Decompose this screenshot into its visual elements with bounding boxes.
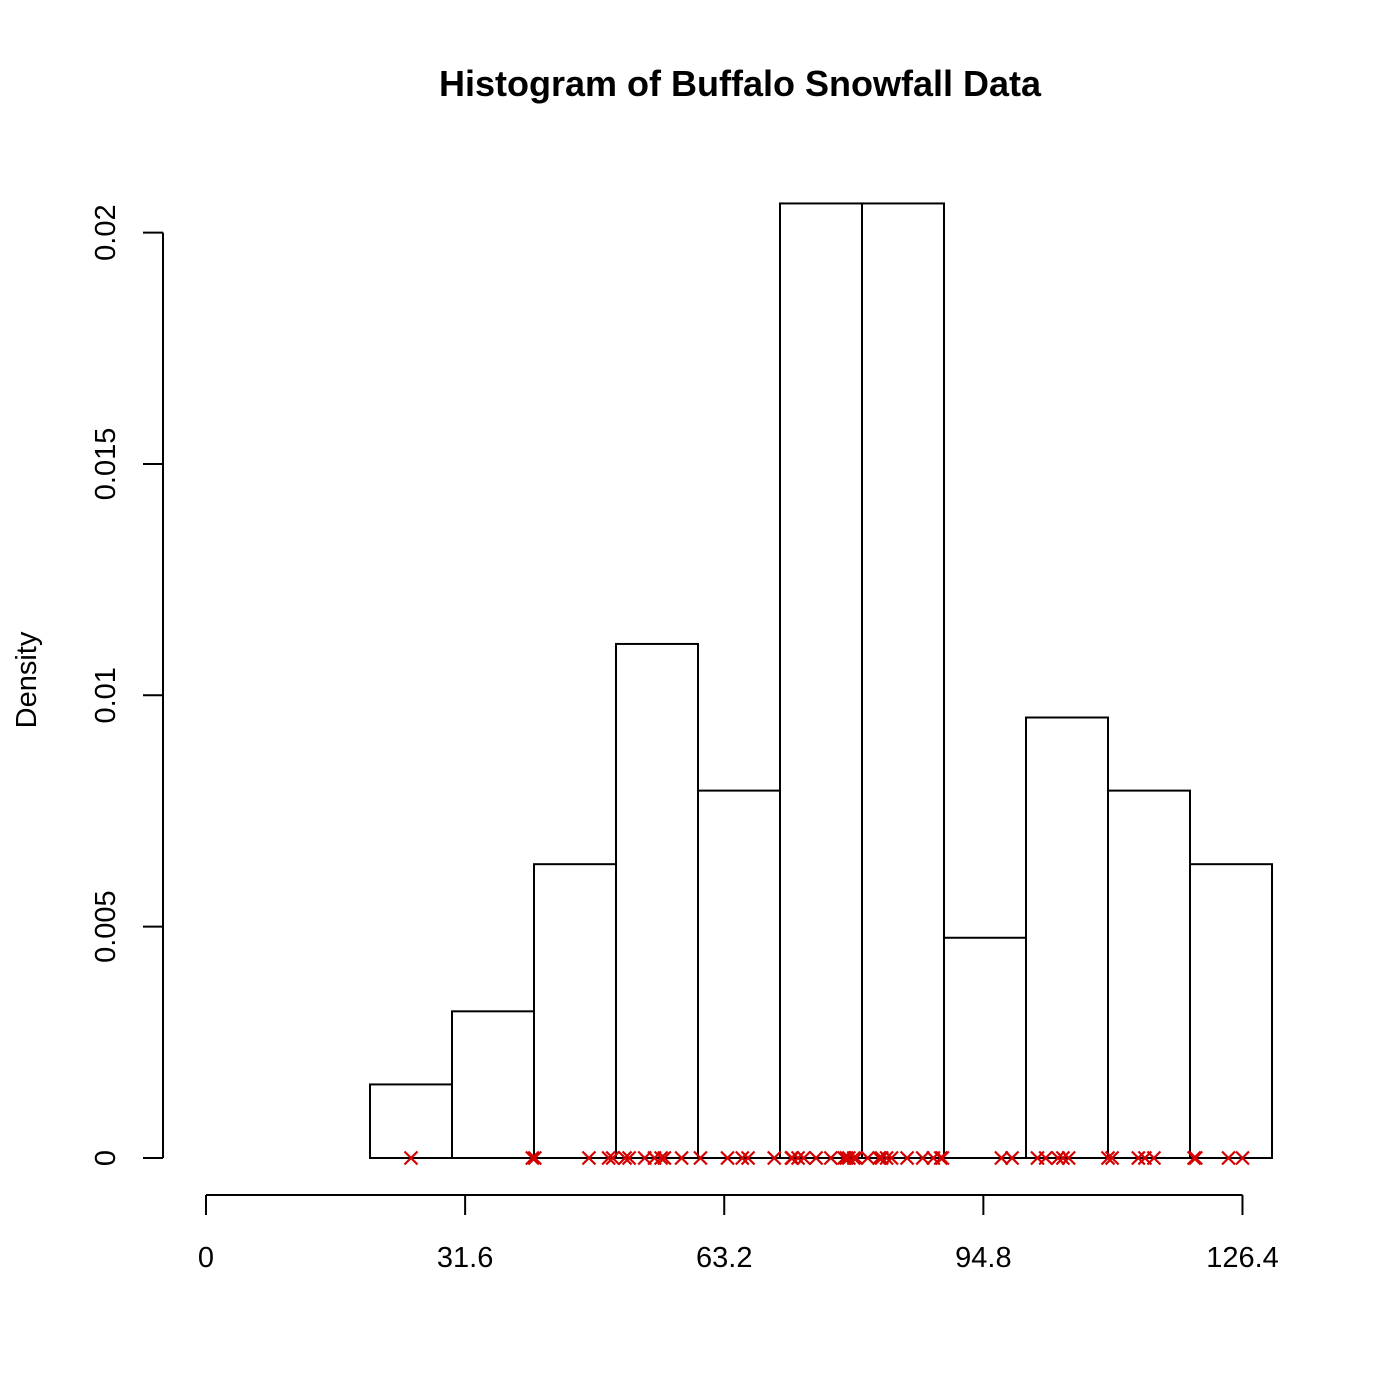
chart-title: Histogram of Buffalo Snowfall Data (439, 63, 1042, 104)
rug-x-mark (605, 1150, 620, 1166)
rug-x-mark (1188, 1150, 1204, 1166)
rug-x-mark (581, 1150, 597, 1166)
rug-x-mark (846, 1150, 862, 1166)
rug-x-mark (766, 1150, 782, 1166)
histogram-bar (451, 1010, 535, 1159)
rug-x-mark (879, 1150, 894, 1166)
rug-x-mark (1146, 1150, 1162, 1166)
rug-x-mark (601, 1150, 616, 1166)
rug-x-mark (735, 1150, 750, 1166)
rug-x-mark (740, 1150, 756, 1166)
rug-x-mark (848, 1150, 864, 1166)
y-tick-label: 0 (90, 1150, 122, 1166)
rug-x-mark (915, 1150, 930, 1166)
x-axis: 0 31.6 63.2 94.8 126.4 (198, 1194, 1279, 1274)
rug-x-mark (1004, 1150, 1020, 1166)
rug-x-mark (657, 1150, 672, 1166)
rug-x-mark (403, 1150, 419, 1166)
histogram-bar (697, 789, 781, 1159)
y-tick-label: 0.02 (90, 204, 122, 260)
rug-x-mark (785, 1150, 800, 1166)
histogram-bar (1107, 789, 1191, 1159)
rug-x-mark (1131, 1150, 1146, 1166)
rug-x-mark (621, 1150, 637, 1166)
rug-x-mark (693, 1150, 708, 1166)
histogram-bar (1025, 716, 1109, 1159)
rug-x-mark (1050, 1150, 1066, 1166)
y-axis: 0 0.005 0.01 0.015 0.02 (90, 204, 164, 1166)
y-tick-label: 0.005 (90, 890, 122, 963)
rug-x-mark (899, 1150, 915, 1166)
rug-x-mark (1186, 1150, 1202, 1166)
y-axis-label: Density (11, 631, 43, 728)
rug-x-mark (808, 1150, 824, 1166)
rug-x-mark (935, 1150, 950, 1166)
rug-x-mark (1100, 1150, 1116, 1166)
y-tick-label: 0.015 (90, 428, 122, 501)
x-tick-label: 31.6 (437, 1242, 493, 1274)
rug-x-mark (933, 1150, 948, 1166)
rug-x-mark (823, 1150, 839, 1166)
rug-x-mark (1055, 1150, 1071, 1166)
rug-x-mark (994, 1150, 1009, 1166)
rug-x-mark (1038, 1150, 1053, 1166)
x-tick-label: 94.8 (955, 1242, 1011, 1274)
rug-x-mark (1235, 1150, 1250, 1166)
rug-x-mark (796, 1150, 812, 1166)
x-tick-label: 126.4 (1206, 1242, 1279, 1274)
rug-x-mark (790, 1150, 806, 1166)
rug-x-mark (884, 1150, 899, 1166)
histogram-bar (369, 1083, 453, 1159)
histogram-bar (861, 202, 945, 1160)
rug-x-mark (1221, 1150, 1236, 1166)
rug-x-mark (1061, 1150, 1076, 1166)
rug-x-mark (617, 1150, 633, 1166)
rug-x-mark (674, 1150, 689, 1166)
rug-x-mark (653, 1150, 669, 1166)
histogram-bar (779, 202, 863, 1160)
rug-x-mark (525, 1150, 540, 1166)
y-tick-label: 0.01 (90, 667, 122, 723)
rug-x-mark (860, 1150, 876, 1166)
rug-x-mark (1104, 1150, 1120, 1166)
rug-marks (403, 1150, 1250, 1166)
histogram-bar (1189, 863, 1273, 1159)
x-tick-label: 63.2 (696, 1242, 752, 1274)
histogram-bars (369, 202, 1273, 1160)
histogram-bar (615, 642, 699, 1159)
histogram-bar (533, 863, 617, 1159)
rug-x-mark (720, 1150, 735, 1166)
rug-x-mark (527, 1150, 543, 1166)
x-tick-label: 0 (198, 1242, 214, 1274)
histogram-bar (943, 936, 1027, 1160)
